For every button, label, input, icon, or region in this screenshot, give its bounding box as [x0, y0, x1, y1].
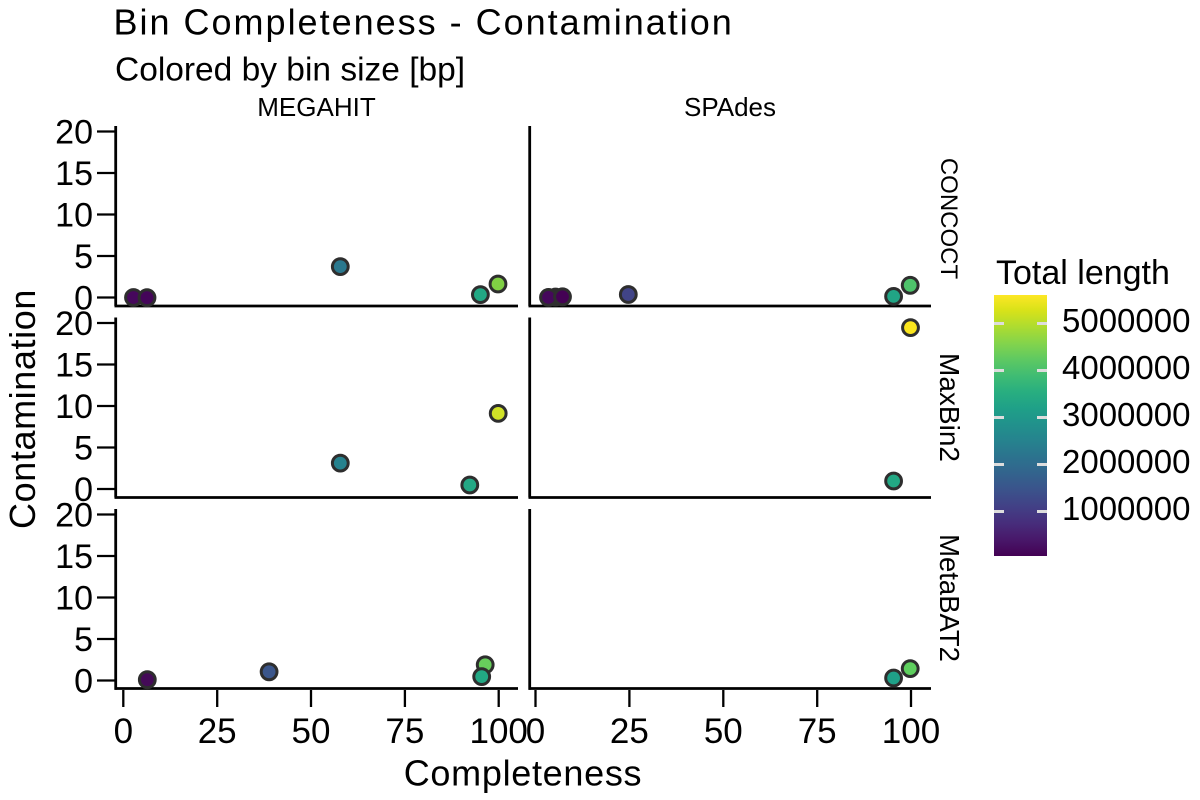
svg-text:10: 10 — [55, 197, 93, 235]
svg-text:20: 20 — [55, 497, 93, 535]
svg-text:2000000: 2000000 — [1062, 443, 1190, 480]
svg-text:3000000: 3000000 — [1062, 396, 1190, 433]
svg-text:50: 50 — [292, 712, 331, 751]
svg-text:MaxBin2: MaxBin2 — [934, 353, 965, 462]
svg-text:25: 25 — [610, 712, 649, 751]
svg-text:5: 5 — [74, 621, 93, 659]
svg-text:10: 10 — [55, 580, 93, 618]
svg-text:15: 15 — [55, 347, 93, 385]
svg-text:0: 0 — [74, 663, 93, 701]
svg-text:5: 5 — [74, 238, 93, 276]
svg-text:1000000: 1000000 — [1062, 490, 1190, 527]
svg-text:Bin Completeness - Contaminati: Bin Completeness - Contamination — [114, 2, 734, 43]
svg-text:0: 0 — [74, 471, 93, 509]
svg-text:0: 0 — [114, 712, 133, 751]
svg-text:MEGAHIT: MEGAHIT — [257, 92, 376, 122]
svg-text:75: 75 — [385, 712, 424, 751]
svg-text:Colored by bin size [bp]: Colored by bin size [bp] — [115, 52, 465, 89]
svg-text:75: 75 — [798, 712, 837, 751]
svg-text:4000000: 4000000 — [1062, 349, 1190, 386]
svg-text:5000000: 5000000 — [1062, 302, 1190, 339]
svg-text:CONCOCT: CONCOCT — [935, 158, 962, 280]
svg-text:0: 0 — [526, 712, 545, 751]
svg-text:25: 25 — [198, 712, 237, 751]
svg-text:0: 0 — [74, 280, 93, 318]
svg-text:Completeness: Completeness — [404, 753, 643, 794]
svg-text:15: 15 — [55, 538, 93, 576]
svg-text:Total length: Total length — [996, 254, 1170, 292]
svg-text:20: 20 — [55, 114, 93, 152]
svg-text:Contamination: Contamination — [2, 289, 43, 529]
svg-text:10: 10 — [55, 388, 93, 426]
svg-text:15: 15 — [55, 155, 93, 193]
svg-text:50: 50 — [704, 712, 743, 751]
svg-text:MetaBAT2: MetaBAT2 — [934, 534, 965, 662]
svg-text:5: 5 — [74, 430, 93, 468]
svg-text:SPAdes: SPAdes — [684, 92, 776, 122]
svg-text:100: 100 — [882, 712, 940, 751]
svg-text:100: 100 — [469, 712, 527, 751]
svg-text:20: 20 — [55, 305, 93, 343]
